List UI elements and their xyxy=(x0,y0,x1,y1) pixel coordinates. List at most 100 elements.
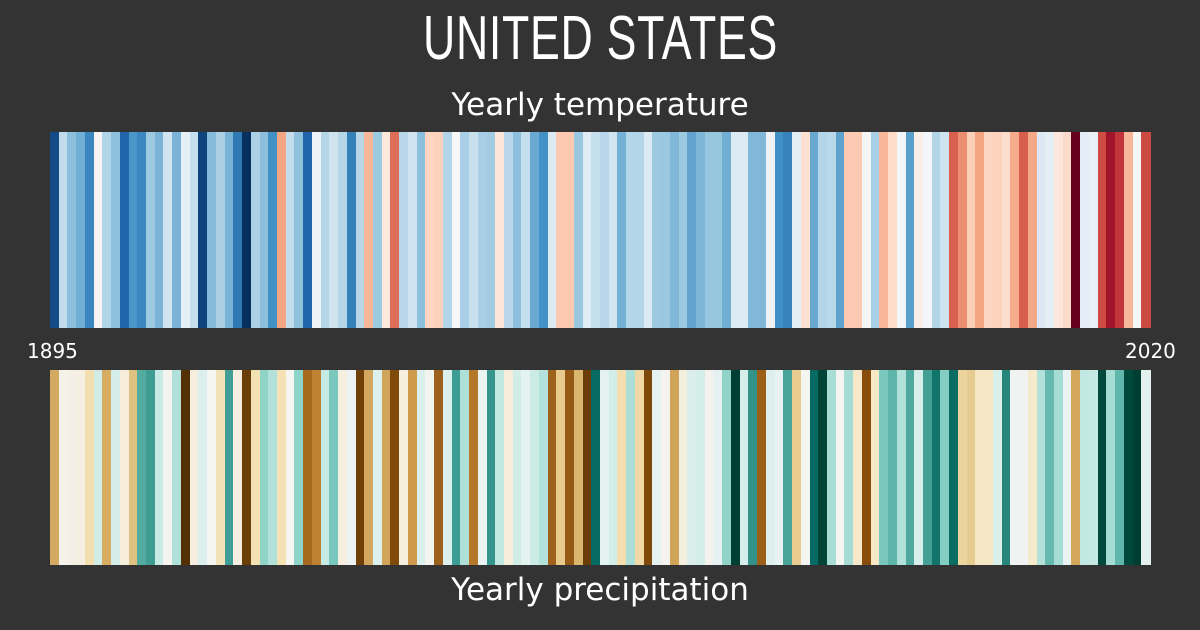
stripe-1980 xyxy=(792,370,802,565)
stripe-2004 xyxy=(1001,370,1011,565)
stripe-2003 xyxy=(992,370,1003,565)
stripe-1902 xyxy=(111,370,121,565)
stripe-1991 xyxy=(888,132,898,328)
stripe-1913 xyxy=(207,370,217,565)
stripe-1910 xyxy=(180,132,191,328)
stripe-2007 xyxy=(1027,132,1038,328)
stripe-1960 xyxy=(617,370,627,565)
stripe-1898 xyxy=(76,370,86,565)
stripe-1981 xyxy=(800,132,811,328)
stripe-1901 xyxy=(102,132,112,328)
stripe-1974 xyxy=(739,132,749,328)
stripe-2012 xyxy=(1071,132,1081,328)
stripe-1953 xyxy=(556,132,566,328)
stripe-1950 xyxy=(530,132,540,328)
stripe-1944 xyxy=(477,370,488,565)
stripe-1929 xyxy=(346,132,357,328)
stripe-1935 xyxy=(399,132,409,328)
stripe-1934 xyxy=(390,132,400,328)
temperature-stripes xyxy=(50,132,1151,328)
stripe-1957 xyxy=(591,132,601,328)
stripe-1943 xyxy=(469,370,479,565)
stripe-2018 xyxy=(1123,132,1134,328)
stripe-1925 xyxy=(311,132,322,328)
stripe-1920 xyxy=(268,132,278,328)
stripe-1910 xyxy=(180,370,191,565)
stripe-1956 xyxy=(582,370,592,565)
precipitation-stripes xyxy=(50,370,1151,565)
stripe-1979 xyxy=(783,370,793,565)
stripe-2005 xyxy=(1010,370,1020,565)
stripe-1946 xyxy=(495,132,505,328)
stripe-1958 xyxy=(600,370,610,565)
stripe-2013 xyxy=(1080,132,1090,328)
stripe-1962 xyxy=(634,370,645,565)
start-year-label: 1895 xyxy=(27,339,78,363)
stripe-1940 xyxy=(442,370,453,565)
stripe-1963 xyxy=(643,132,653,328)
stripe-1909 xyxy=(172,370,182,565)
stripe-1899 xyxy=(84,132,95,328)
stripe-1927 xyxy=(329,370,339,565)
stripe-1992 xyxy=(896,132,907,328)
stripe-1959 xyxy=(608,132,619,328)
stripe-1990 xyxy=(879,132,889,328)
stripe-1992 xyxy=(896,370,907,565)
stripe-1989 xyxy=(870,370,880,565)
stripe-1995 xyxy=(923,370,933,565)
stripe-2006 xyxy=(1019,132,1029,328)
stripe-2012 xyxy=(1071,370,1081,565)
stripe-1978 xyxy=(774,370,784,565)
stripe-1993 xyxy=(905,132,915,328)
stripe-2017 xyxy=(1115,132,1125,328)
stripe-1969 xyxy=(696,132,706,328)
stripe-1928 xyxy=(338,370,348,565)
stripe-1939 xyxy=(434,370,444,565)
stripe-1962 xyxy=(634,132,645,328)
stripe-1954 xyxy=(565,370,575,565)
stripe-2020 xyxy=(1141,370,1151,565)
stripe-1951 xyxy=(538,132,549,328)
stripe-1900 xyxy=(93,370,103,565)
stripe-1919 xyxy=(259,370,269,565)
stripe-1971 xyxy=(713,370,723,565)
stripe-1976 xyxy=(757,132,767,328)
stripe-1969 xyxy=(696,370,706,565)
stripe-1941 xyxy=(451,132,461,328)
stripe-1991 xyxy=(888,370,898,565)
stripe-1920 xyxy=(268,370,278,565)
stripe-1972 xyxy=(722,370,732,565)
stripe-2005 xyxy=(1010,132,1020,328)
stripe-2008 xyxy=(1036,132,1046,328)
stripe-1896 xyxy=(58,132,69,328)
stripe-1999 xyxy=(957,370,968,565)
stripe-1966 xyxy=(669,370,680,565)
stripe-1897 xyxy=(67,370,77,565)
stripe-1955 xyxy=(573,370,584,565)
stripe-1959 xyxy=(608,370,619,565)
stripe-2009 xyxy=(1045,370,1055,565)
stripe-2011 xyxy=(1062,132,1073,328)
stripe-2006 xyxy=(1019,370,1029,565)
stripe-1971 xyxy=(713,132,723,328)
stripe-1983 xyxy=(818,370,828,565)
stripe-1904 xyxy=(128,132,138,328)
stripe-1973 xyxy=(730,132,741,328)
stripe-2014 xyxy=(1088,370,1099,565)
stripe-2001 xyxy=(975,132,985,328)
stripe-1918 xyxy=(250,132,261,328)
stripe-1982 xyxy=(809,370,819,565)
stripe-2010 xyxy=(1053,132,1064,328)
stripe-1912 xyxy=(198,132,208,328)
stripe-2009 xyxy=(1045,132,1055,328)
stripe-1986 xyxy=(844,132,854,328)
stripe-1987 xyxy=(853,132,863,328)
stripe-1986 xyxy=(844,370,854,565)
stripe-1998 xyxy=(949,370,959,565)
stripe-1961 xyxy=(626,132,636,328)
stripe-1952 xyxy=(547,132,557,328)
page-title: UNITED STATES xyxy=(422,4,778,73)
stripe-1975 xyxy=(748,132,758,328)
stripe-1905 xyxy=(137,370,147,565)
stripe-2016 xyxy=(1106,370,1116,565)
